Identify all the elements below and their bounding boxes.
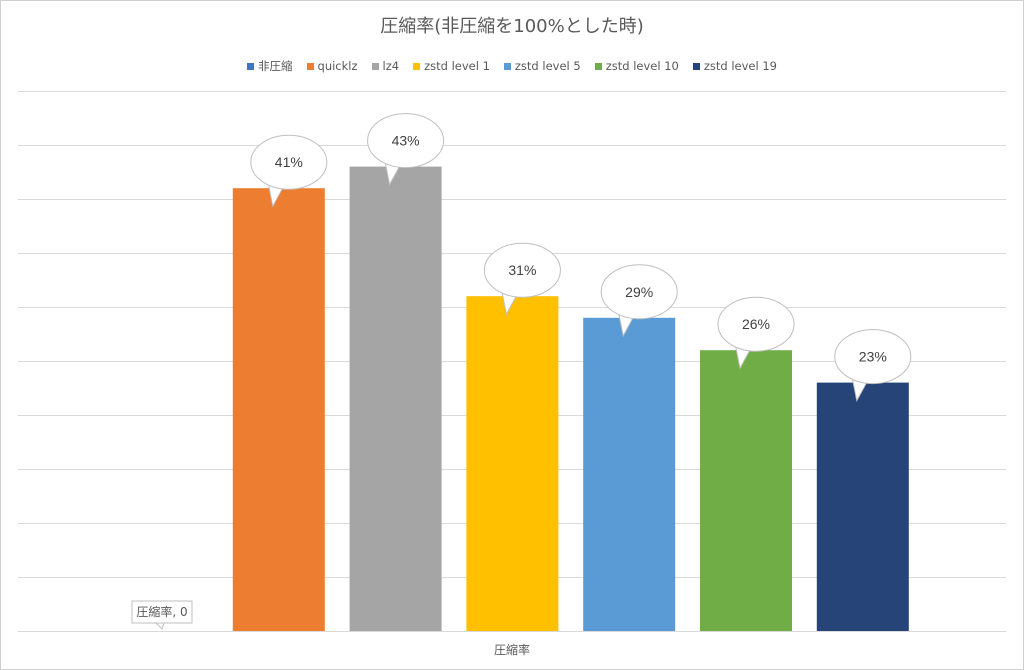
bar [816,382,909,631]
legend-label: quicklz [317,59,358,73]
data-label-callout-tail [155,622,165,630]
legend-label: zstd level 19 [703,59,777,73]
data-label-callout-seam [851,368,869,379]
legend-swatch [413,62,421,70]
bar [700,350,792,631]
data-label: 23% [859,349,887,365]
legend-item: 非圧縮 [247,58,293,74]
legend-item: quicklz [306,58,358,74]
legend-item: lz4 [371,58,400,74]
x-category-label: 圧縮率 [493,643,530,657]
legend-swatch [503,62,511,70]
data-label-callout-seam [384,152,402,163]
legend-label: lz4 [382,59,400,73]
data-label: 26% [742,316,770,332]
legend-swatch [247,62,255,70]
legend-item: zstd level 1 [413,58,490,74]
legend-label: 非圧縮 [258,59,293,73]
data-label: 41% [275,154,303,170]
legend-swatch [371,62,379,70]
bar [232,188,325,631]
legend-label: zstd level 10 [605,59,679,73]
data-label-callout-seam [734,336,752,347]
chart-title: 圧縮率(非圧縮を100%とした時) [380,16,644,37]
legend-swatch [594,62,602,70]
data-label-callout-seam [617,303,635,314]
data-label: 圧縮率, 0 [136,604,187,619]
legend-item: zstd level 10 [594,58,679,74]
data-label-callout [131,600,193,624]
legend-item: zstd level 5 [503,58,581,74]
legend-swatch [306,62,314,70]
legend-label: zstd level 5 [514,59,581,73]
bar [583,317,676,631]
legend-label: zstd level 1 [424,59,490,73]
legend-swatch [692,62,700,70]
data-label: 29% [625,284,653,300]
data-label: 31% [508,262,536,278]
data-label-callout-seam [267,174,285,185]
legend: 非圧縮 quicklz lz4 zstd level 1 zstd level 5 zst… [0,58,1024,74]
bar [349,166,442,631]
bar [466,296,559,631]
legend-item: zstd level 19 [692,58,777,74]
data-label: 43% [392,133,420,149]
data-label-callout-seam [500,282,518,293]
